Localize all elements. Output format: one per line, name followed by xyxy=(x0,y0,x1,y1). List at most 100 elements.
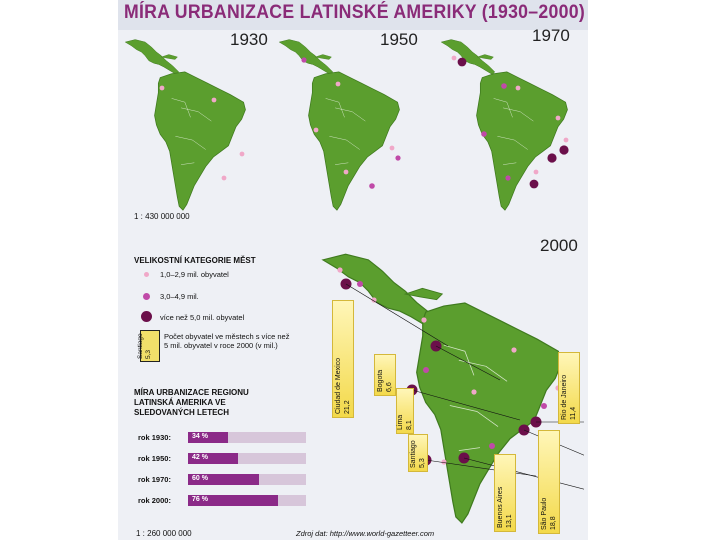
city-value: 6,6 xyxy=(386,382,393,392)
year-label-1930: 1930 xyxy=(230,30,268,49)
urbanization-bar-track: 60 % xyxy=(188,474,306,485)
city-value: 11,4 xyxy=(570,406,577,420)
city-dot-small xyxy=(159,85,165,91)
legend-gauge-value: 5,3 xyxy=(145,349,152,359)
city-dot-small xyxy=(239,151,245,157)
city-value: 21,2 xyxy=(344,400,351,414)
city-dot-mid xyxy=(501,83,507,89)
city-value: 8,1 xyxy=(406,420,413,430)
legend-mid-dot xyxy=(143,293,150,300)
city-dot-small xyxy=(313,127,319,133)
city-name: Santiago xyxy=(410,440,417,468)
city-gauge: Buenos Aires 13,1 xyxy=(494,454,516,532)
urbanization-bar: 76 % xyxy=(188,495,278,506)
city-gauge: Santiago 5,3 xyxy=(408,434,428,472)
map-1930 xyxy=(124,39,246,211)
legend-large-label: více než 5,0 mil. obyvatel xyxy=(160,313,245,322)
urbanization-bar-value: 76 % xyxy=(192,496,208,503)
city-dot-small xyxy=(337,267,343,273)
year-label-1950: 1950 xyxy=(380,30,418,49)
urbanization-row-label: rok 1970: xyxy=(138,475,171,484)
urbanization-bar-track: 42 % xyxy=(188,453,306,464)
data-source: Zdroj dat: http://www.world-gazetteer.co… xyxy=(296,529,435,538)
urbanization-bar: 60 % xyxy=(188,474,259,485)
city-dot-small xyxy=(471,389,477,395)
legend-gauge-city: Santiago xyxy=(137,333,144,359)
urbanization-bar-value: 60 % xyxy=(192,475,208,482)
city-dot-large xyxy=(529,179,539,189)
city-dot-large xyxy=(559,145,569,155)
city-dot-small xyxy=(421,317,427,323)
city-dot-mid xyxy=(541,403,547,409)
page-title: MÍRA URBANIZACE LATINSKÉ AMERIKY (1930–2… xyxy=(124,2,585,23)
urbanization-bar: 42 % xyxy=(188,453,238,464)
city-gauge: Lima 8,1 xyxy=(396,388,414,434)
urbanization-row-label: rok 1930: xyxy=(138,433,171,442)
gauge-column xyxy=(374,354,396,396)
gauge-column xyxy=(396,388,414,434)
city-dot-mid xyxy=(395,155,401,161)
city-dot-mid xyxy=(505,175,511,181)
city-name: Ciudad de Mexico xyxy=(335,357,342,414)
city-dot-small xyxy=(441,459,447,465)
map-1970 xyxy=(440,39,569,211)
city-dot-small xyxy=(533,169,539,175)
city-name: Lima xyxy=(397,414,404,430)
city-dot-mid xyxy=(423,367,429,373)
urbanization-row-label: rok 2000: xyxy=(138,496,171,505)
map-poster: MÍRA URBANIZACE LATINSKÉ AMERIKY (1930–2… xyxy=(118,0,588,540)
city-value: 18,8 xyxy=(550,516,557,530)
legend-small-dot xyxy=(144,272,149,277)
map-1950 xyxy=(278,39,401,211)
gauge-column xyxy=(494,454,516,532)
gauge-column xyxy=(408,434,428,472)
urbanization-bar-track: 76 % xyxy=(188,495,306,506)
legend-mid-label: 3,0–4,9 mil. xyxy=(160,292,199,301)
city-gauge: Bogota 6,6 xyxy=(374,354,396,396)
scale-large: 1 : 260 000 000 xyxy=(136,529,192,538)
map-2000 xyxy=(322,253,584,524)
city-dot-small xyxy=(451,55,457,61)
urbanization-bar-track: 34 % xyxy=(188,432,306,443)
city-dot-small xyxy=(511,347,517,353)
city-dot-large xyxy=(457,57,467,67)
gauge-column xyxy=(558,352,580,424)
city-dot-small xyxy=(389,145,395,151)
city-name: São Paulo xyxy=(541,497,548,530)
urbanization-bar-value: 34 % xyxy=(192,433,208,440)
city-dot-small xyxy=(335,81,341,87)
city-gauge: Ciudad de Mexico 21,2 xyxy=(332,300,354,418)
city-value: 13,1 xyxy=(506,514,513,528)
city-dot-mid xyxy=(301,57,307,63)
city-dot-mid xyxy=(369,183,375,189)
city-name: Bogota xyxy=(377,369,384,392)
city-dot-small xyxy=(563,137,569,143)
legend-gauge: Santiago 5,3 xyxy=(137,330,160,362)
city-dot-mid xyxy=(481,131,487,137)
city-dot-small xyxy=(343,169,349,175)
city-name: Rio de Janeiro xyxy=(561,374,568,420)
legend-large-dot xyxy=(141,311,152,322)
city-dot-small xyxy=(221,175,227,181)
city-name: Buenos Aires xyxy=(497,486,504,528)
urbanization-bar-value: 42 % xyxy=(192,454,208,461)
city-gauge: São Paulo 18,8 xyxy=(538,430,560,534)
year-label-2000: 2000 xyxy=(540,236,578,255)
city-dot-mid xyxy=(357,281,363,287)
city-dot-mid xyxy=(489,443,495,449)
urbanization-heading: MÍRA URBANIZACE REGIONU LATINSKÁ AMERIKA… xyxy=(134,388,249,417)
legend-small-label: 1,0–2,9 mil. obyvatel xyxy=(160,270,229,279)
scale-small: 1 : 430 000 000 xyxy=(134,212,190,221)
city-dot-large xyxy=(547,153,557,163)
urbanization-bar: 34 % xyxy=(188,432,228,443)
city-dot-small xyxy=(371,297,377,303)
city-dot-small xyxy=(211,97,217,103)
gauge-column xyxy=(538,430,560,534)
legend-heading: VELIKOSTNÍ KATEGORIE MĚST xyxy=(134,256,256,265)
city-dot-small xyxy=(515,85,521,91)
urbanization-row-label: rok 1950: xyxy=(138,454,171,463)
gauge-column xyxy=(332,300,354,418)
city-value: 5,3 xyxy=(419,458,426,468)
title-band: MÍRA URBANIZACE LATINSKÉ AMERIKY (1930–2… xyxy=(118,0,588,30)
